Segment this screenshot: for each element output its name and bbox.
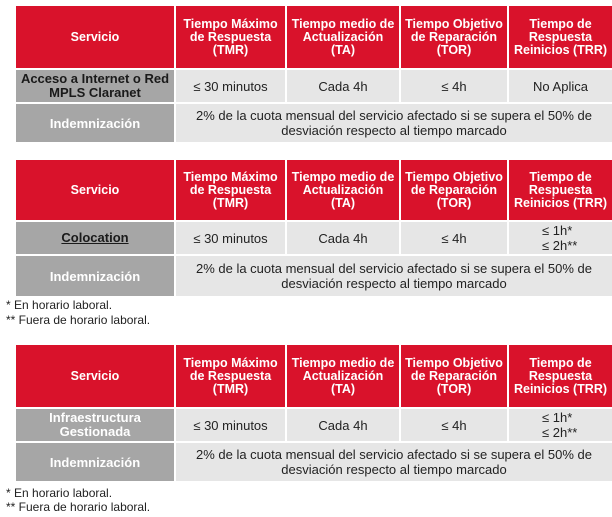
header-servicio: Servicio bbox=[16, 345, 174, 407]
trr-fuera-laboral: ≤ 2h** bbox=[542, 238, 578, 253]
trr-value: ≤ 1h* ≤ 2h** bbox=[509, 222, 612, 254]
tor-value: ≤ 4h bbox=[401, 70, 507, 102]
header-trr: Tiempo de Respuesta Reinicios (TRR) bbox=[509, 6, 612, 68]
tor-value: ≤ 4h bbox=[401, 222, 507, 254]
header-tor: Tiempo Objetivo de Reparación (TOR) bbox=[401, 345, 507, 407]
ta-value: Cada 4h bbox=[287, 222, 399, 254]
service-name-text: Colocation bbox=[61, 230, 129, 245]
service-name: Colocation bbox=[16, 222, 174, 254]
indemnizacion-label: Indemnización bbox=[16, 256, 174, 296]
tmr-value: ≤ 30 minutos bbox=[176, 409, 285, 441]
indemnizacion-text: 2% de la cuota mensual del servicio afec… bbox=[176, 443, 612, 481]
indemnizacion-label: Indemnización bbox=[16, 104, 174, 142]
header-tor: Tiempo Objetivo de Reparación (TOR) bbox=[401, 160, 507, 220]
header-row: Servicio Tiempo Máximo de Respuesta (TMR… bbox=[16, 345, 612, 407]
tmr-value: ≤ 30 minutos bbox=[176, 70, 285, 102]
ta-value: Cada 4h bbox=[287, 70, 399, 102]
header-servicio: Servicio bbox=[16, 6, 174, 68]
indemnizacion-text: 2% de la cuota mensual del servicio afec… bbox=[176, 104, 612, 142]
tmr-value: ≤ 30 minutos bbox=[176, 222, 285, 254]
tor-value: ≤ 4h bbox=[401, 409, 507, 441]
sla-table-internet: Servicio Tiempo Máximo de Respuesta (TMR… bbox=[14, 4, 612, 144]
indemnizacion-label: Indemnización bbox=[16, 443, 174, 481]
trr-fuera-laboral: ≤ 2h** bbox=[542, 425, 578, 440]
header-ta: Tiempo medio de Actualización (TA) bbox=[287, 345, 399, 407]
service-row: Colocation ≤ 30 minutos Cada 4h ≤ 4h ≤ 1… bbox=[16, 222, 612, 254]
header-row: Servicio Tiempo Máximo de Respuesta (TMR… bbox=[16, 6, 612, 68]
header-tmr: Tiempo Máximo de Respuesta (TMR) bbox=[176, 6, 285, 68]
footnote-laboral: * En horario laboral. bbox=[6, 486, 113, 500]
indemnizacion-row: Indemnización 2% de la cuota mensual del… bbox=[16, 104, 612, 142]
trr-laboral: ≤ 1h* bbox=[542, 223, 573, 238]
header-trr: Tiempo de Respuesta Reinicios (TRR) bbox=[509, 160, 612, 220]
trr-value: ≤ 1h* ≤ 2h** bbox=[509, 409, 612, 441]
indemnizacion-text: 2% de la cuota mensual del servicio afec… bbox=[176, 256, 612, 296]
footnote-fuera-laboral: ** Fuera de horario laboral. bbox=[6, 500, 151, 514]
trr-laboral: ≤ 1h* bbox=[542, 410, 573, 425]
trr-value: No Aplica bbox=[509, 70, 612, 102]
header-ta: Tiempo medio de Actualización (TA) bbox=[287, 160, 399, 220]
ta-value: Cada 4h bbox=[287, 409, 399, 441]
footnote-fuera-laboral: ** Fuera de horario laboral. bbox=[6, 313, 151, 327]
header-tmr: Tiempo Máximo de Respuesta (TMR) bbox=[176, 160, 285, 220]
indemnizacion-row: Indemnización 2% de la cuota mensual del… bbox=[16, 443, 612, 481]
header-servicio: Servicio bbox=[16, 160, 174, 220]
header-ta: Tiempo medio de Actualización (TA) bbox=[287, 6, 399, 68]
footnote-laboral: * En horario laboral. bbox=[6, 298, 113, 312]
header-tor: Tiempo Objetivo de Reparación (TOR) bbox=[401, 6, 507, 68]
header-trr: Tiempo de Respuesta Reinicios (TRR) bbox=[509, 345, 612, 407]
header-row: Servicio Tiempo Máximo de Respuesta (TMR… bbox=[16, 160, 612, 220]
sla-table-colocation: Servicio Tiempo Máximo de Respuesta (TMR… bbox=[14, 158, 612, 298]
service-name: Infraestructura Gestionada bbox=[16, 409, 174, 441]
sla-table-infraestructura: Servicio Tiempo Máximo de Respuesta (TMR… bbox=[14, 343, 612, 483]
indemnizacion-row: Indemnización 2% de la cuota mensual del… bbox=[16, 256, 612, 296]
service-name: Acceso a Internet o Red MPLS Claranet bbox=[16, 70, 174, 102]
service-row: Infraestructura Gestionada ≤ 30 minutos … bbox=[16, 409, 612, 441]
header-tmr: Tiempo Máximo de Respuesta (TMR) bbox=[176, 345, 285, 407]
service-row: Acceso a Internet o Red MPLS Claranet ≤ … bbox=[16, 70, 612, 102]
